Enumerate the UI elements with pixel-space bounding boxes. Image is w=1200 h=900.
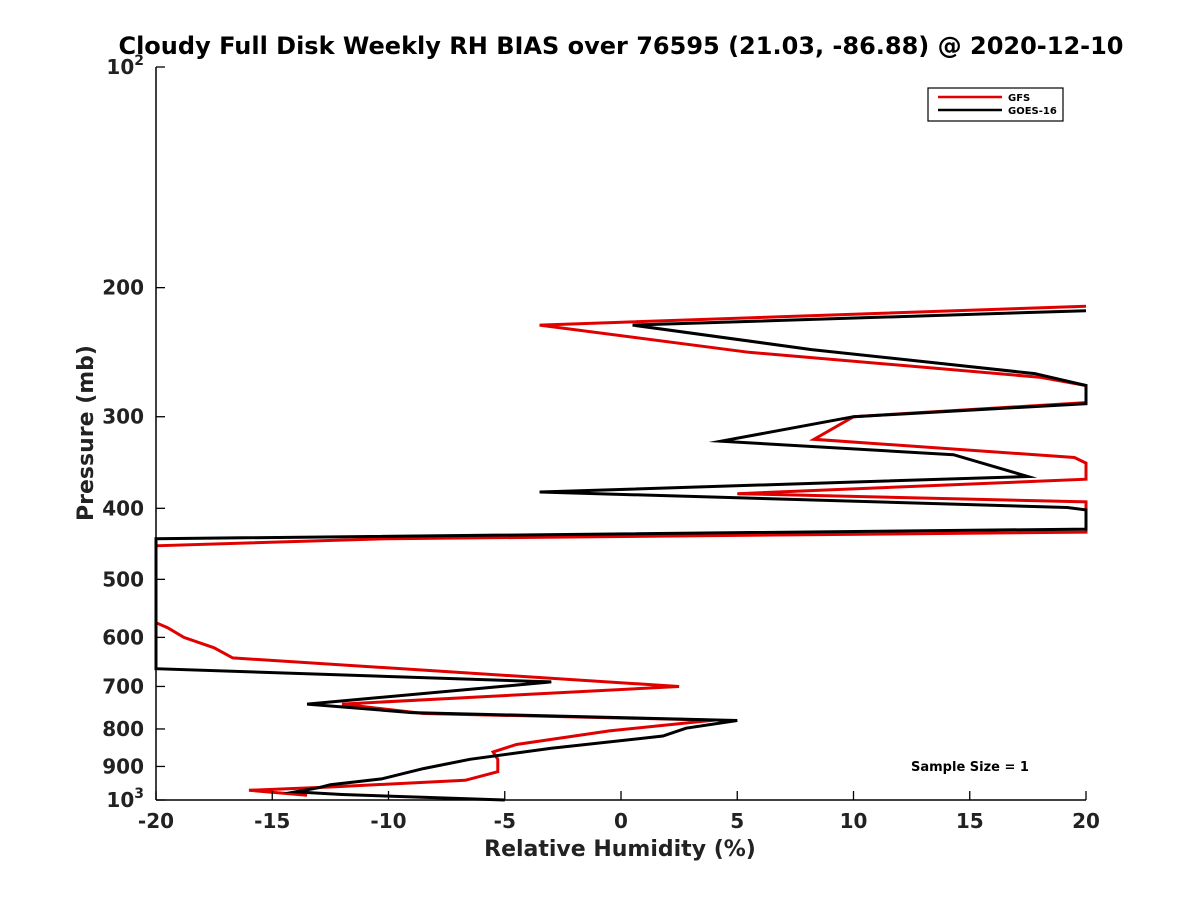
- y-tick-label: 600: [102, 625, 144, 649]
- y-tick-label: 700: [102, 674, 144, 698]
- series-line-gfs: [154, 304, 1088, 797]
- x-tick-label: 0: [614, 809, 628, 833]
- legend: GFS GOES-16: [927, 87, 1064, 122]
- legend-label-gfs: GFS: [1008, 93, 1030, 104]
- y-tick-label: 103: [106, 786, 144, 812]
- chart-title: Cloudy Full Disk Weekly RH BIAS over 765…: [118, 32, 1123, 60]
- x-tick-label: -10: [370, 809, 406, 833]
- axes-layer: -20 -15 -10 -5 0 5 10 15 20 102 200 300 400 500 600 700…: [102, 53, 1100, 833]
- x-tick-label: 5: [730, 809, 744, 833]
- y-axis-label: Pressure (mb): [74, 345, 99, 521]
- x-tick-label: -20: [138, 809, 174, 833]
- y-tick-label: 900: [102, 754, 144, 778]
- y-tick-label: 800: [102, 717, 144, 741]
- legend-box: [927, 87, 1064, 122]
- x-tick-label: 20: [1072, 809, 1100, 833]
- x-axis-label: Relative Humidity (%): [484, 837, 756, 862]
- y-tick-label: 102: [106, 53, 144, 79]
- y-tick-label: 400: [102, 496, 144, 520]
- sample-size-annotation: Sample Size = 1: [911, 760, 1029, 775]
- y-tick-label: 500: [102, 567, 144, 591]
- x-tick-label: 15: [956, 809, 984, 833]
- legend-label-goes16: GOES-16: [1008, 106, 1057, 117]
- x-tick-label: -15: [254, 809, 290, 833]
- series-line-goes16: [154, 309, 1088, 802]
- series-layer: [154, 304, 1088, 802]
- y-tick-label: 200: [102, 276, 144, 300]
- x-tick-label: -5: [494, 809, 516, 833]
- y-tick-label: 300: [102, 405, 144, 429]
- x-tick-label: 10: [840, 809, 868, 833]
